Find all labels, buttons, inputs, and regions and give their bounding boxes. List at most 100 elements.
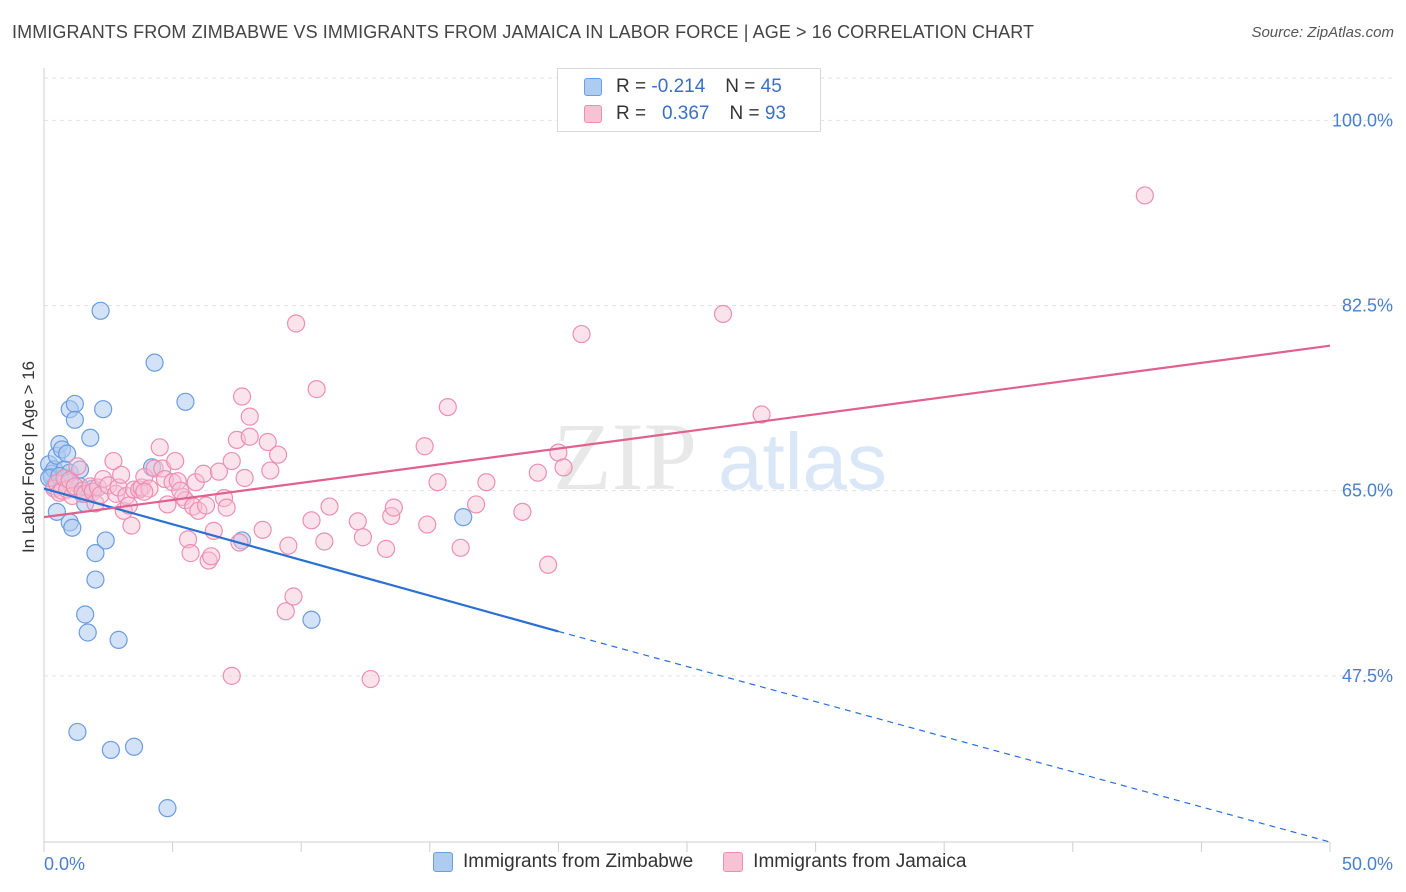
jamaica-point bbox=[539, 555, 558, 574]
zimbabwe-point bbox=[145, 353, 164, 372]
jamaica-point bbox=[209, 462, 228, 481]
jamaica-point bbox=[158, 495, 177, 514]
jamaica-point bbox=[202, 547, 221, 566]
jamaica-point bbox=[415, 437, 434, 456]
jamaica-point bbox=[554, 458, 573, 477]
watermark-atlas: atlas bbox=[718, 417, 887, 506]
jamaica-point bbox=[418, 515, 437, 534]
r-label: R = bbox=[616, 103, 647, 124]
jamaica-point bbox=[232, 387, 252, 406]
zimbabwe-point bbox=[81, 428, 100, 447]
jamaica-point bbox=[222, 666, 241, 685]
r-label: R = bbox=[616, 76, 647, 97]
jamaica-point bbox=[284, 587, 303, 606]
zimbabwe-point bbox=[158, 799, 177, 818]
chart-title: IMMIGRANTS FROM ZIMBABWE VS IMMIGRANTS F… bbox=[12, 22, 1035, 42]
jamaica-point bbox=[376, 539, 396, 558]
jamaica-point bbox=[235, 468, 254, 488]
correlation-legend: R = -0.214 N = 45 R = 0.367 N = 93 bbox=[557, 68, 821, 132]
zimbabwe-point bbox=[65, 410, 84, 429]
jamaica-point bbox=[307, 380, 326, 399]
jamaica-point bbox=[572, 324, 591, 344]
y-tick-label: 82.5% bbox=[1342, 296, 1393, 316]
jamaica-n-value: 93 bbox=[764, 103, 787, 124]
jamaica-point bbox=[513, 502, 532, 521]
jamaica-point bbox=[302, 511, 321, 530]
n-label: N = bbox=[729, 103, 760, 124]
watermark-zip: ZIP bbox=[553, 403, 697, 510]
jamaica-point bbox=[384, 498, 403, 517]
jamaica-point bbox=[438, 397, 457, 417]
y-tick-label: 65.0% bbox=[1342, 481, 1393, 501]
zimbabwe-point bbox=[101, 740, 120, 760]
jamaica-point bbox=[466, 495, 486, 514]
zimbabwe-point bbox=[176, 392, 195, 411]
zimbabwe-n-value: 45 bbox=[760, 76, 782, 97]
jamaica-point bbox=[178, 530, 198, 549]
x-tick-label: 0.0% bbox=[44, 854, 85, 874]
legend-item-zimbabwe[interactable]: Immigrants from Zimbabwe bbox=[433, 851, 693, 873]
zimbabwe-point bbox=[58, 444, 77, 463]
jamaica-point bbox=[196, 496, 216, 515]
jamaica-point bbox=[268, 445, 288, 464]
x-tick-label: 50.0% bbox=[1342, 854, 1393, 874]
jamaica-legend-swatch bbox=[723, 852, 744, 872]
zimbabwe-trend-extension bbox=[558, 630, 1331, 843]
y-axis-label: In Labor Force | Age > 16 bbox=[19, 361, 38, 553]
zimbabwe-legend-swatch bbox=[433, 852, 453, 872]
trend-lines bbox=[43, 344, 1331, 843]
zimbabwe-trend-line bbox=[43, 487, 559, 633]
tick-labels: 47.5% 65.0% 82.5% 100.0% 0.0% 50.0% bbox=[44, 110, 1393, 874]
jamaica-point bbox=[428, 473, 447, 492]
jamaica-point bbox=[279, 536, 298, 555]
jamaica-point bbox=[258, 432, 277, 452]
grid-lines bbox=[44, 77, 1395, 677]
zimbabwe-point bbox=[124, 737, 144, 756]
n-label: N = bbox=[725, 76, 756, 97]
jamaica-point bbox=[222, 451, 241, 471]
source-label: Source: ZipAtlas.com bbox=[1251, 24, 1394, 41]
jamaica-point bbox=[140, 479, 159, 498]
jamaica-point bbox=[286, 314, 306, 333]
jamaica-legend-label: Immigrants from Jamaica bbox=[753, 851, 967, 872]
jamaica-trend-line bbox=[43, 344, 1331, 519]
y-tick-label: 100.0% bbox=[1332, 110, 1393, 130]
jamaica-r-value: 0.367 bbox=[661, 103, 710, 124]
jamaica-point bbox=[104, 451, 123, 471]
zimbabwe-point bbox=[454, 508, 473, 527]
jamaica-point bbox=[713, 304, 733, 324]
zimbabwe-point bbox=[63, 518, 82, 537]
series-zimbabwe-points bbox=[40, 301, 473, 818]
legend-row-jamaica: R = 0.367 N = 93 bbox=[584, 101, 786, 127]
zimbabwe-point bbox=[76, 605, 95, 624]
axes bbox=[43, 68, 1331, 852]
jamaica-point bbox=[261, 461, 280, 480]
zimbabwe-point bbox=[86, 544, 105, 563]
jamaica-point bbox=[166, 451, 185, 471]
zimbabwe-point bbox=[91, 301, 110, 320]
jamaica-point bbox=[451, 538, 470, 557]
jamaica-point bbox=[276, 602, 295, 621]
jamaica-point bbox=[135, 482, 154, 501]
zimbabwe-point bbox=[86, 570, 105, 589]
y-tick-label: 47.5% bbox=[1342, 666, 1393, 686]
jamaica-point bbox=[150, 438, 169, 457]
jamaica-point bbox=[122, 516, 141, 535]
series-jamaica-points bbox=[45, 186, 1154, 689]
jamaica-point bbox=[320, 497, 339, 516]
jamaica-point bbox=[353, 528, 373, 547]
jamaica-point bbox=[752, 405, 771, 424]
zimbabwe-point bbox=[65, 394, 84, 414]
zimbabwe-legend-label: Immigrants from Zimbabwe bbox=[463, 851, 694, 872]
jamaica-point bbox=[68, 457, 87, 476]
jamaica-point bbox=[181, 544, 200, 563]
legend-item-jamaica[interactable]: Immigrants from Jamaica bbox=[723, 851, 966, 873]
jamaica-point bbox=[348, 512, 367, 531]
jamaica-point bbox=[171, 481, 190, 500]
legend-row-zimbabwe: R = -0.214 N = 45 bbox=[584, 74, 782, 100]
jamaica-point bbox=[112, 465, 131, 484]
jamaica-point bbox=[240, 407, 259, 426]
jamaica-point bbox=[194, 464, 213, 483]
zimbabwe-point bbox=[94, 400, 113, 419]
